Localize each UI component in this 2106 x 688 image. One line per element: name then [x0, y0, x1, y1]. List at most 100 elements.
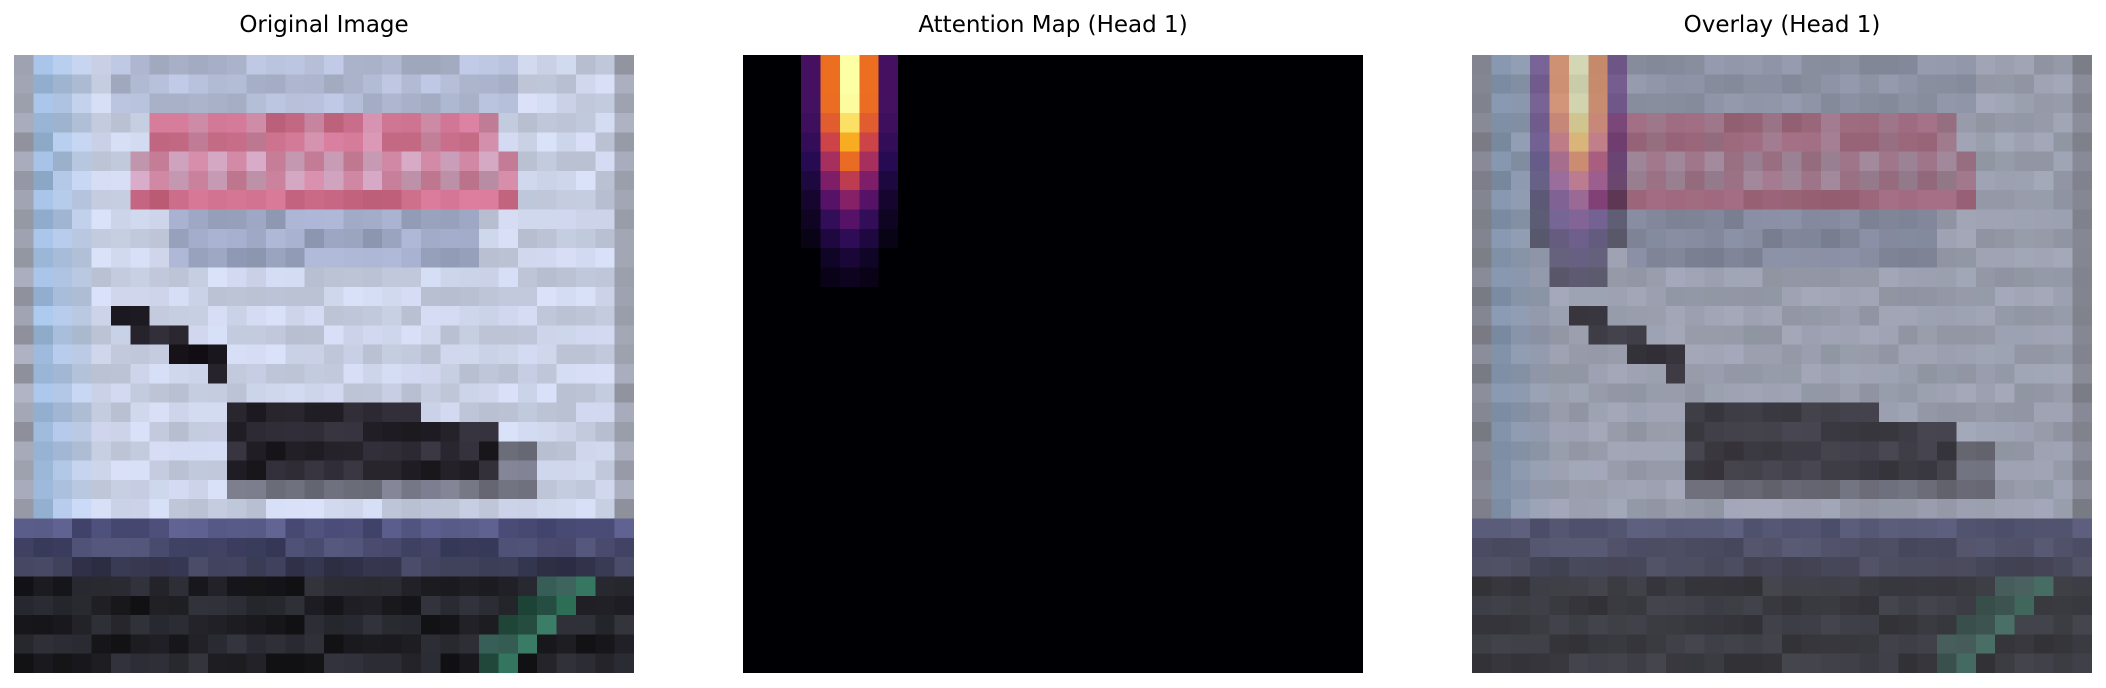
- image-pixel: [459, 112, 480, 133]
- image-pixel: [149, 248, 170, 268]
- overlay-pixel: [1859, 518, 1880, 539]
- heatmap-pixel: [801, 151, 821, 172]
- heatmap-pixel: [1072, 460, 1093, 481]
- heatmap-pixel: [994, 151, 1015, 172]
- heatmap-pixel: [994, 132, 1015, 152]
- image-pixel: [52, 55, 73, 75]
- overlay-pixel: [2033, 344, 2054, 365]
- image-pixel: [188, 209, 209, 230]
- overlay-pixel: [1568, 209, 1589, 230]
- overlay-pixel: [1510, 228, 1531, 249]
- image-pixel: [498, 209, 519, 230]
- overlay-pixel: [1801, 55, 1822, 75]
- image-pixel: [459, 55, 480, 75]
- image-pixel: [362, 228, 383, 249]
- heatmap-pixel: [1188, 576, 1209, 597]
- image-pixel: [382, 190, 402, 210]
- heatmap-pixel: [1091, 286, 1112, 307]
- overlay-pixel: [1568, 634, 1589, 655]
- heatmap-pixel: [1324, 460, 1345, 481]
- heatmap-pixel: [839, 460, 860, 481]
- heatmap-pixel: [898, 421, 918, 442]
- image-pixel: [324, 499, 344, 519]
- heatmap-pixel: [1130, 151, 1151, 172]
- image-pixel: [91, 576, 112, 597]
- image-pixel: [459, 93, 480, 114]
- heatmap-pixel: [975, 460, 996, 481]
- overlay-pixel: [1704, 344, 1725, 365]
- heatmap-pixel: [781, 325, 802, 346]
- heatmap-pixel: [917, 74, 938, 95]
- overlay-pixel: [1530, 248, 1550, 268]
- heatmap-pixel: [1343, 364, 1363, 384]
- overlay-pixel: [1820, 228, 1841, 249]
- heatmap-pixel: [936, 306, 957, 326]
- overlay-pixel: [1665, 364, 1686, 384]
- overlay-pixel: [1685, 460, 1705, 481]
- image-pixel: [33, 306, 54, 326]
- heatmap-pixel: [878, 74, 899, 95]
- overlay-pixel: [1801, 653, 1822, 673]
- image-pixel: [614, 653, 634, 673]
- heatmap-pixel: [878, 595, 899, 616]
- image-pixel: [207, 537, 228, 558]
- image-pixel: [110, 55, 131, 75]
- heatmap-pixel: [839, 518, 860, 539]
- heatmap-pixel: [1266, 344, 1286, 365]
- heatmap-pixel: [994, 479, 1015, 500]
- overlay-pixel: [1995, 190, 2015, 210]
- overlay-pixel: [1878, 634, 1899, 655]
- overlay-pixel: [1646, 132, 1667, 152]
- overlay-pixel: [1607, 518, 1628, 539]
- heatmap-pixel: [781, 93, 802, 114]
- heatmap-pixel: [1091, 460, 1112, 481]
- overlay-pixel: [1743, 460, 1764, 481]
- heatmap-pixel: [1111, 344, 1131, 365]
- heatmap-pixel: [820, 634, 841, 655]
- overlay-pixel: [1762, 112, 1783, 133]
- overlay-pixel: [1607, 209, 1628, 230]
- image-pixel: [575, 479, 596, 500]
- overlay-pixel: [1588, 112, 1609, 133]
- overlay-pixel: [1995, 228, 2015, 249]
- overlay-pixel: [1917, 421, 1938, 442]
- heatmap-pixel: [936, 55, 957, 75]
- overlay-pixel: [1995, 306, 2015, 326]
- heatmap-pixel: [1343, 518, 1363, 539]
- overlay-pixel: [1917, 460, 1938, 481]
- heatmap-pixel: [1149, 93, 1170, 114]
- image-pixel: [188, 112, 209, 133]
- heatmap-pixel: [743, 402, 763, 423]
- image-pixel: [149, 306, 170, 326]
- overlay-pixel: [1607, 460, 1628, 481]
- heatmap-pixel: [859, 286, 880, 307]
- heatmap-pixel: [1266, 653, 1286, 673]
- original-image-panel: [14, 55, 634, 673]
- image-pixel: [362, 615, 383, 635]
- overlay-pixel: [1704, 576, 1725, 597]
- heatmap-pixel: [1266, 421, 1286, 442]
- image-pixel: [72, 190, 92, 210]
- overlay-pixel: [1704, 132, 1725, 152]
- overlay-pixel: [1510, 518, 1531, 539]
- overlay-pixel: [1510, 441, 1531, 461]
- heatmap-pixel: [1285, 615, 1306, 635]
- heatmap-pixel: [1033, 248, 1054, 268]
- heatmap-pixel: [1208, 576, 1228, 597]
- heatmap-pixel: [1324, 55, 1345, 75]
- overlay-pixel: [1782, 170, 1802, 191]
- heatmap-pixel: [1111, 653, 1131, 673]
- heatmap-pixel: [936, 595, 957, 616]
- overlay-pixel: [1704, 325, 1725, 346]
- heatmap-pixel: [820, 93, 841, 114]
- heatmap-pixel: [1111, 402, 1131, 423]
- image-pixel: [246, 306, 267, 326]
- image-pixel: [14, 460, 34, 481]
- image-pixel: [382, 653, 402, 673]
- image-pixel: [614, 364, 634, 384]
- heatmap-pixel: [1208, 518, 1228, 539]
- heatmap-pixel: [1246, 132, 1267, 152]
- overlay-pixel: [1840, 170, 1860, 191]
- image-pixel: [285, 421, 306, 442]
- heatmap-pixel: [1324, 441, 1345, 461]
